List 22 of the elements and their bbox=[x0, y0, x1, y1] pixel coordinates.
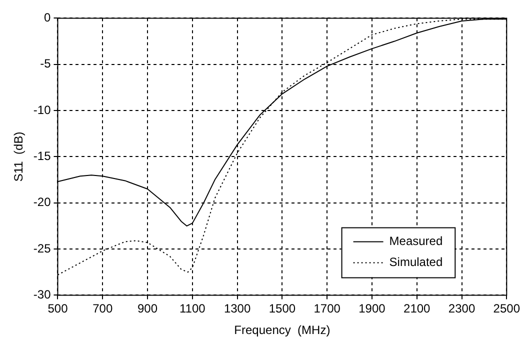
y-tick-label: -10 bbox=[33, 102, 52, 117]
x-tick-label: 1300 bbox=[224, 302, 251, 316]
y-axis-title: S11 (dB) bbox=[12, 132, 26, 182]
x-tick-label: 700 bbox=[92, 302, 113, 316]
legend-label: Measured bbox=[389, 234, 443, 248]
x-tick-label: 2100 bbox=[404, 302, 431, 316]
x-tick-label: 2300 bbox=[448, 302, 476, 316]
y-tick-label: -25 bbox=[33, 241, 52, 256]
x-axis-title: Frequency (MHz) bbox=[234, 323, 330, 338]
y-tick-label: 0 bbox=[44, 10, 52, 25]
x-tick-label: 500 bbox=[48, 302, 68, 316]
x-tick-label: 1700 bbox=[314, 302, 341, 316]
y-tick-label: -5 bbox=[40, 56, 52, 71]
x-tick-label: 2500 bbox=[493, 302, 520, 316]
x-tick-label: 900 bbox=[138, 302, 158, 316]
y-tick-label: -30 bbox=[33, 288, 52, 302]
x-tick-label: 1500 bbox=[268, 302, 296, 316]
x-tick-label: 1900 bbox=[358, 302, 386, 316]
legend-label: Simulated bbox=[389, 255, 443, 270]
y-tick-label: -15 bbox=[33, 149, 52, 164]
x-tick-label: 1100 bbox=[180, 302, 206, 316]
y-tick-label: -20 bbox=[33, 195, 52, 210]
